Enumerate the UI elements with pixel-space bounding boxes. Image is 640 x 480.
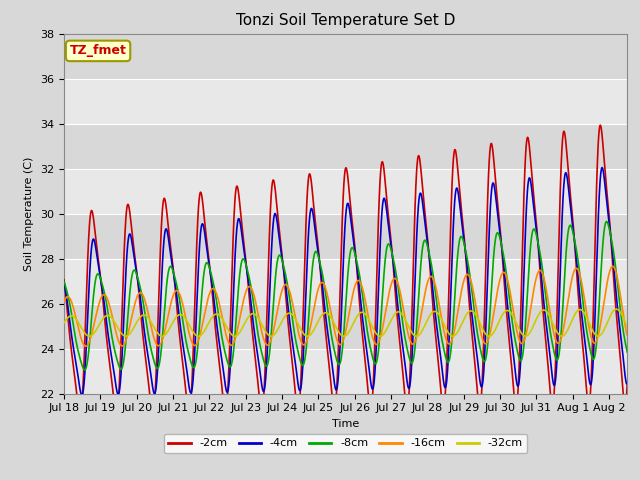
-16cm: [316, 281, 324, 287]
-8cm: [623, 349, 631, 355]
-4cm: [78, 392, 86, 398]
-32cm: [316, 315, 324, 321]
-8cm: [316, 261, 324, 266]
-32cm: [379, 332, 387, 338]
-8cm: [304, 329, 312, 335]
Title: Tonzi Soil Temperature Set D: Tonzi Soil Temperature Set D: [236, 13, 455, 28]
-32cm: [619, 314, 627, 320]
-2cm: [504, 330, 512, 336]
-2cm: [596, 122, 604, 128]
-2cm: [332, 402, 339, 408]
-4cm: [60, 279, 68, 285]
X-axis label: Time: Time: [332, 419, 359, 429]
-4cm: [504, 312, 512, 317]
-32cm: [623, 324, 631, 330]
-4cm: [619, 351, 627, 357]
-4cm: [379, 200, 387, 206]
-32cm: [60, 320, 68, 326]
-32cm: [86, 333, 93, 339]
-4cm: [598, 165, 606, 170]
-8cm: [379, 288, 387, 294]
-32cm: [612, 306, 620, 312]
Bar: [64, 303, 627, 348]
-2cm: [379, 160, 387, 166]
Line: -8cm: -8cm: [64, 221, 627, 370]
Line: -2cm: -2cm: [64, 125, 627, 414]
Y-axis label: Soil Temperature (C): Soil Temperature (C): [24, 156, 35, 271]
Bar: [64, 348, 627, 394]
-16cm: [379, 324, 387, 330]
Bar: [64, 34, 627, 79]
-8cm: [603, 218, 611, 224]
-2cm: [304, 185, 312, 191]
-8cm: [81, 367, 88, 373]
Bar: [64, 214, 627, 259]
Line: -32cm: -32cm: [64, 309, 627, 336]
-4cm: [316, 263, 324, 269]
-16cm: [623, 333, 631, 338]
-4cm: [623, 381, 631, 386]
-16cm: [82, 343, 90, 349]
Legend: -2cm, -4cm, -8cm, -16cm, -32cm: -2cm, -4cm, -8cm, -16cm, -32cm: [164, 434, 527, 453]
-2cm: [76, 411, 84, 417]
-4cm: [332, 386, 339, 392]
Line: -4cm: -4cm: [64, 168, 627, 395]
-16cm: [619, 309, 627, 314]
-4cm: [304, 247, 312, 252]
Text: TZ_fmet: TZ_fmet: [70, 44, 127, 58]
-8cm: [619, 325, 627, 331]
-2cm: [619, 386, 627, 392]
-32cm: [304, 333, 312, 339]
-2cm: [60, 277, 68, 283]
-2cm: [316, 264, 324, 270]
-32cm: [332, 323, 339, 329]
Bar: [64, 259, 627, 303]
-2cm: [623, 382, 631, 387]
Bar: [64, 168, 627, 214]
-32cm: [504, 308, 512, 313]
-16cm: [609, 264, 616, 269]
-16cm: [332, 332, 339, 338]
-8cm: [504, 288, 512, 294]
-16cm: [504, 281, 512, 287]
Bar: [64, 123, 627, 168]
Bar: [64, 79, 627, 123]
-8cm: [332, 353, 339, 359]
-16cm: [60, 299, 68, 304]
-8cm: [60, 279, 68, 285]
Line: -16cm: -16cm: [64, 266, 627, 346]
-16cm: [304, 336, 312, 341]
